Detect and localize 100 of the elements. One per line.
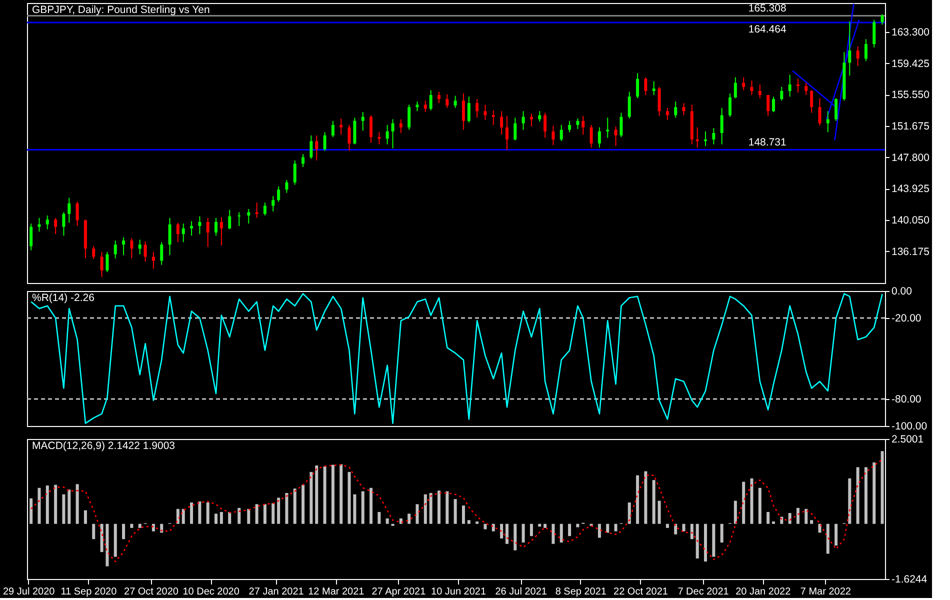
bar [462, 506, 465, 524]
candlestick [734, 76, 737, 99]
bar [348, 472, 351, 524]
candlestick [416, 100, 419, 112]
candlestick [62, 212, 66, 236]
bar [353, 494, 356, 524]
bar [796, 508, 800, 524]
y-tick-label: 159.425 [892, 58, 930, 70]
candlestick [872, 19, 876, 48]
candlestick [804, 82, 808, 96]
x-tick-label: 7 Mar 2022 [800, 586, 852, 598]
bar [484, 524, 487, 530]
bar [872, 462, 876, 524]
bar [696, 524, 699, 558]
y-tick-label: -100.00 [892, 420, 928, 432]
y-tick-label: 0.00 [892, 286, 912, 298]
y-tick-label: 2.5001 [892, 434, 924, 446]
candlestick [606, 117, 610, 138]
candlestick [323, 132, 326, 152]
bar [370, 488, 373, 524]
candlestick [408, 104, 411, 130]
candlestick [446, 94, 449, 108]
x-tick-label: 11 Sep 2020 [60, 586, 118, 598]
bar [438, 490, 441, 524]
bar [864, 467, 868, 524]
bar [285, 492, 288, 524]
x-tick-label: 22 Oct 2021 [614, 586, 668, 598]
bar [522, 524, 525, 543]
bar [467, 520, 470, 524]
candlestick [168, 217, 172, 256]
candlestick [758, 84, 762, 99]
bar [704, 524, 708, 562]
bar [514, 524, 517, 550]
x-tick-label: 7 Dec 2021 [678, 586, 730, 598]
candlestick [818, 98, 822, 126]
chart-title: %R(14) -2.26 [32, 292, 95, 304]
candlestick [772, 96, 775, 112]
candlestick [530, 113, 533, 128]
candlestick [766, 94, 770, 117]
candlestick [560, 124, 563, 142]
bar [598, 524, 601, 538]
x-tick-label: 27 Jan 2021 [248, 586, 304, 598]
candlestick [114, 240, 117, 259]
candlestick [834, 98, 838, 122]
bar [848, 478, 852, 524]
bar [552, 524, 555, 544]
x-tick-label: 26 Jul 2021 [495, 586, 548, 598]
y-tick-label: 163.300 [892, 26, 930, 38]
bar [386, 518, 389, 524]
candlestick [68, 197, 71, 224]
candlestick [272, 196, 275, 212]
candlestick [788, 74, 792, 98]
x-tick-label: 10 Jun 2021 [431, 586, 486, 598]
bar [293, 488, 296, 524]
bar [206, 502, 210, 524]
bar [826, 524, 830, 554]
x-tick-label: 27 Apr 2021 [372, 586, 426, 598]
bar [214, 514, 218, 524]
candlestick [176, 222, 180, 243]
candlestick [361, 111, 364, 132]
candlestick [462, 92, 465, 130]
bar [114, 524, 117, 557]
candlestick [568, 120, 572, 133]
candlestick [614, 126, 618, 146]
candlestick [152, 251, 155, 270]
candlestick [666, 107, 669, 121]
candlestick [38, 217, 41, 232]
candlestick [674, 100, 678, 118]
candlestick [160, 242, 164, 266]
candlestick [522, 110, 525, 130]
candlestick [331, 120, 334, 138]
candlestick [652, 80, 656, 96]
line-series [30, 293, 883, 424]
candlestick [198, 216, 202, 235]
candlestick [636, 72, 640, 99]
candlestick [247, 208, 250, 224]
candlestick [190, 220, 194, 236]
bar [277, 498, 280, 524]
ref-line-label: 148.731 [748, 136, 786, 149]
bar [560, 524, 563, 543]
candlestick [728, 92, 732, 118]
bar [476, 521, 479, 524]
bar [122, 524, 126, 540]
bar [220, 512, 223, 524]
bar [652, 480, 656, 524]
bar [766, 512, 770, 524]
candlestick [658, 86, 661, 117]
candlestick [598, 126, 601, 148]
candlestick [206, 217, 210, 248]
candlestick [796, 78, 800, 94]
candlestick [46, 214, 49, 230]
candlestick [505, 116, 508, 150]
candlestick [263, 202, 266, 216]
bar [54, 484, 58, 524]
candlestick [348, 124, 351, 152]
candlestick [514, 117, 517, 141]
bar [310, 472, 313, 524]
candlestick [582, 116, 585, 136]
candlestick [810, 90, 814, 114]
candlestick [285, 179, 288, 194]
